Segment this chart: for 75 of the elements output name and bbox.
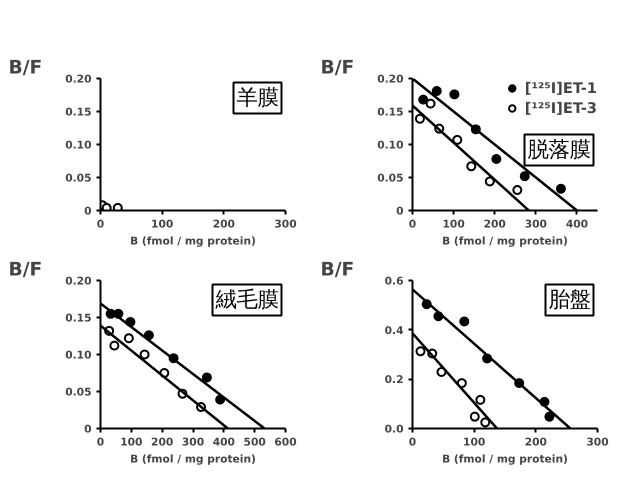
x-tick-label: 500 bbox=[244, 436, 266, 448]
point bbox=[109, 340, 120, 351]
y-tick-label: 0.2 bbox=[384, 373, 404, 386]
point bbox=[470, 412, 480, 422]
y-axis-title: B/F bbox=[8, 260, 42, 280]
legend-label: [¹²⁵I]ET-1 bbox=[524, 80, 597, 96]
x-tick-label: 100 bbox=[151, 218, 174, 230]
y-tick-label: 0.6 bbox=[384, 274, 404, 288]
point bbox=[556, 184, 566, 194]
y-tick-label: 0.20 bbox=[65, 274, 92, 288]
point bbox=[480, 417, 490, 428]
x-tick-label: 100 bbox=[463, 436, 486, 448]
y-tick-label: 0.10 bbox=[65, 348, 92, 362]
x-tick-label: 300 bbox=[586, 436, 609, 448]
y-tick-label: 0.20 bbox=[65, 72, 92, 86]
point bbox=[544, 412, 554, 422]
point bbox=[418, 94, 428, 105]
x-axis-title: B (fmol / mg protein) bbox=[130, 234, 256, 248]
point bbox=[475, 394, 486, 405]
y-tick-label: 0.05 bbox=[65, 172, 92, 184]
point bbox=[414, 114, 425, 124]
annotation: 羊膜 bbox=[236, 86, 278, 110]
y-tick-label: 0 bbox=[84, 422, 92, 436]
y-tick-label: 0.4 bbox=[384, 324, 404, 337]
y-axis-title: B/F bbox=[320, 58, 354, 78]
y-tick-label: 0.10 bbox=[377, 138, 404, 152]
x-axis-title: B (fmol / mg protein) bbox=[442, 452, 568, 466]
x-axis-title: B (fmol / mg protein) bbox=[442, 234, 568, 248]
x-tick-label: 0 bbox=[408, 436, 416, 448]
annotation: 絨毛膜 bbox=[214, 288, 278, 312]
annotation: 脱落膜 bbox=[528, 138, 590, 162]
y-tick-label: 0.05 bbox=[65, 386, 92, 398]
point bbox=[466, 161, 476, 172]
y-tick-label: 0.15 bbox=[377, 106, 404, 118]
point bbox=[449, 89, 460, 100]
point bbox=[459, 316, 470, 326]
y-tick-label: 0.15 bbox=[65, 312, 92, 324]
point bbox=[426, 98, 436, 109]
x-tick-label: 0 bbox=[96, 436, 104, 448]
point bbox=[512, 185, 522, 196]
y-tick-label: 0.20 bbox=[377, 72, 404, 86]
x-tick-label: 300 bbox=[524, 218, 547, 230]
x-tick-label: 200 bbox=[484, 218, 506, 230]
y-axis-title: B/F bbox=[8, 58, 42, 78]
point bbox=[124, 333, 134, 344]
x-tick-label: 300 bbox=[182, 436, 204, 448]
point bbox=[484, 176, 495, 186]
point bbox=[520, 171, 530, 182]
x-tick-label: 200 bbox=[212, 218, 235, 230]
y-axis-title: B/F bbox=[320, 260, 354, 280]
x-tick-label: 0 bbox=[408, 218, 416, 230]
y-tick-label: 0.0 bbox=[384, 422, 404, 436]
point bbox=[202, 372, 212, 382]
point bbox=[491, 154, 502, 164]
x-tick-label: 200 bbox=[151, 436, 174, 448]
y-tick-label: 0 bbox=[396, 204, 404, 218]
x-tick-label: 300 bbox=[274, 218, 297, 230]
point bbox=[140, 350, 150, 360]
y-tick-label: 0.10 bbox=[65, 138, 92, 152]
point bbox=[416, 346, 426, 356]
point bbox=[452, 134, 462, 145]
x-tick-label: 0 bbox=[96, 218, 104, 230]
annotation: 胎盤 bbox=[548, 288, 590, 312]
y-tick-label: 0.05 bbox=[377, 172, 404, 184]
point bbox=[432, 86, 442, 96]
x-axis-title: B (fmol / mg protein) bbox=[130, 452, 256, 466]
x-tick-label: 100 bbox=[442, 218, 465, 230]
legend-label: [¹²⁵I]ET-3 bbox=[524, 100, 597, 116]
y-tick-label: 0.15 bbox=[65, 106, 92, 118]
y-tick-label: 0 bbox=[84, 204, 92, 218]
x-tick-label: 400 bbox=[212, 436, 235, 448]
x-tick-label: 400 bbox=[566, 218, 588, 230]
x-tick-label: 100 bbox=[120, 436, 142, 448]
x-tick-label: 200 bbox=[524, 436, 547, 448]
x-tick-label: 600 bbox=[274, 436, 297, 448]
